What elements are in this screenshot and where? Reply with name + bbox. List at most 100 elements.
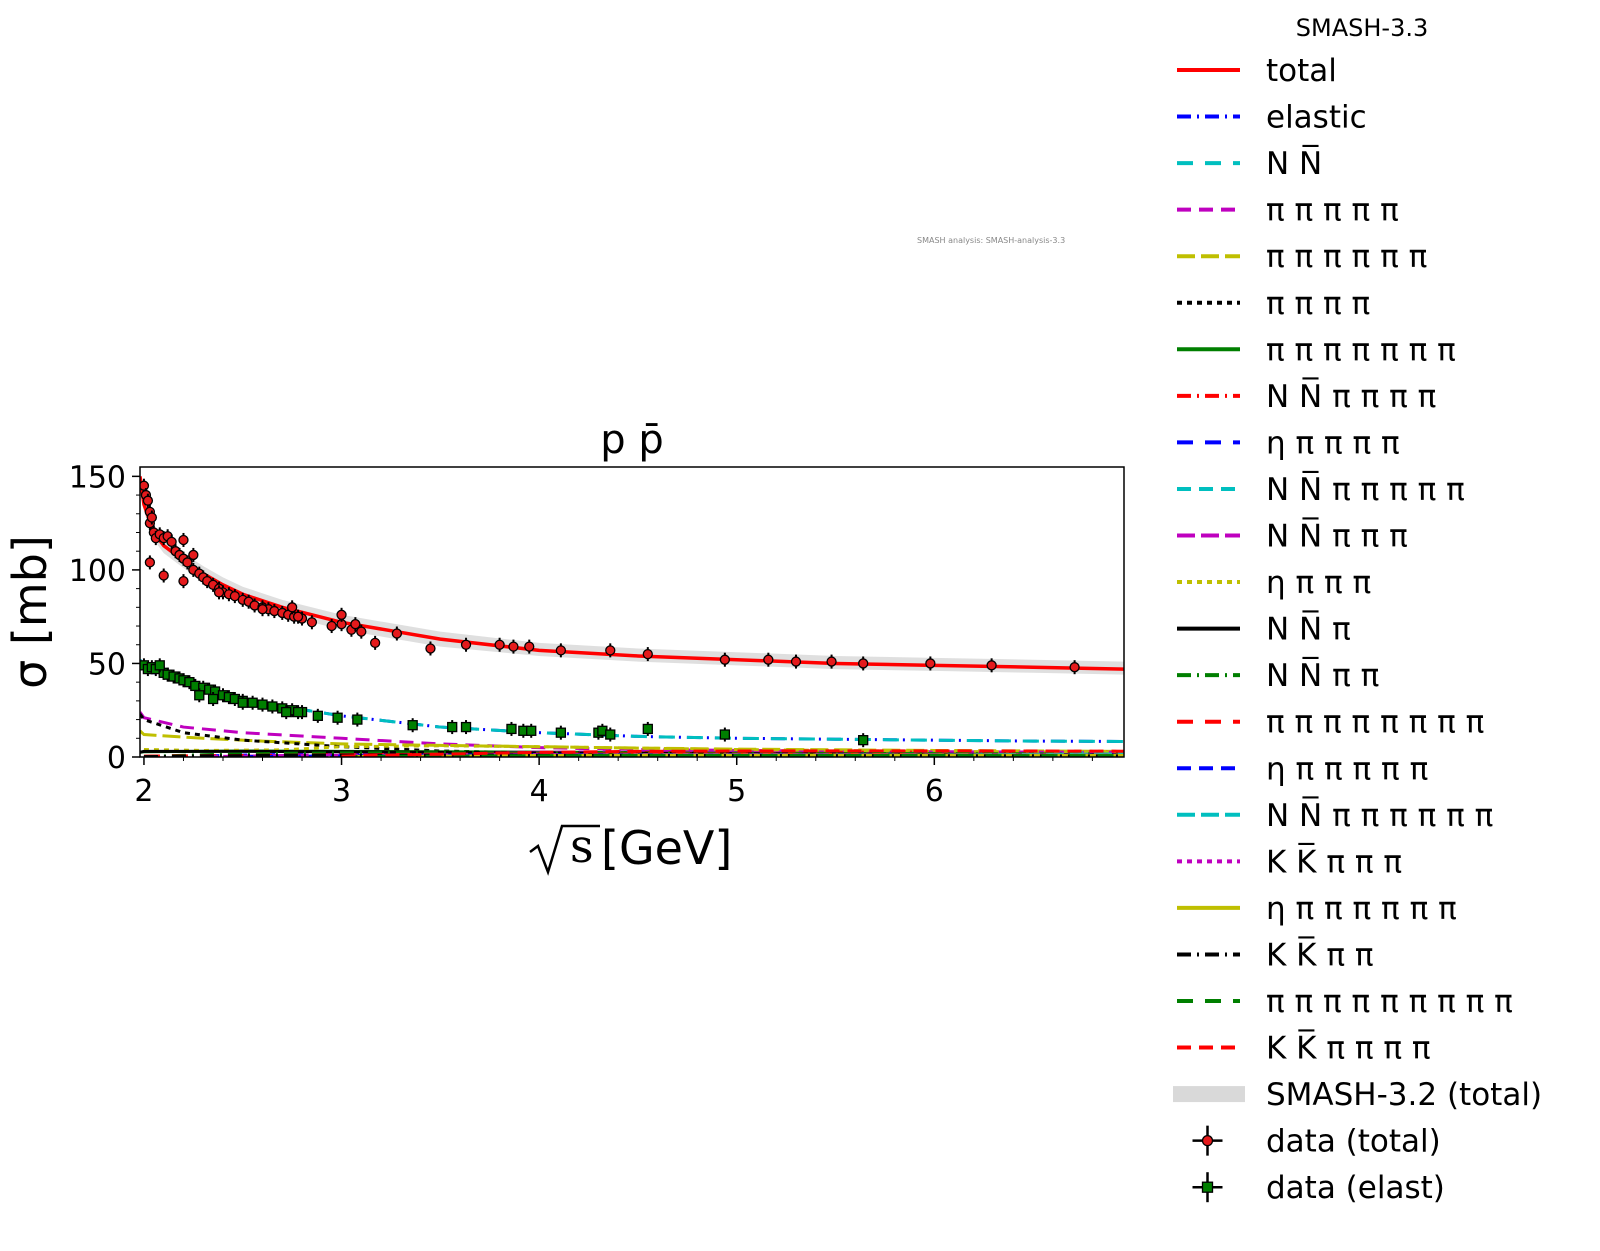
data-point-elastic: [447, 721, 458, 733]
legend-label: N N̅ π π π π π: [1266, 470, 1465, 508]
data-point-total: [858, 658, 869, 669]
y-tick-label: 150: [69, 460, 126, 495]
legend-label: N N̅ π π π π: [1266, 377, 1436, 415]
legend-entry: η π π π: [1177, 565, 1371, 601]
legend-entry: N N̅ π π π: [1177, 517, 1408, 555]
series-k-k-line: [143, 753, 1124, 757]
legend-entry: π π π π π π π: [1177, 332, 1456, 368]
data-point-elastic: [858, 735, 869, 746]
data-point-total: [369, 637, 381, 649]
data-point-elastic: [605, 729, 616, 740]
data-point-total: [146, 512, 158, 523]
legend-label: η π π π π: [1266, 425, 1400, 461]
data-point-total: [182, 557, 193, 568]
data-point-elastic: [719, 729, 731, 740]
legend-entry: π π π π π: [1177, 193, 1399, 229]
legend-entry: N N̅ π π π π π π: [1177, 796, 1493, 834]
y-tick-label: 100: [69, 554, 126, 589]
legend-marker-elastic: [1201, 1181, 1214, 1193]
legend-label: N N̅ π π: [1266, 657, 1379, 695]
legend-entry: data (total): [1192, 1124, 1441, 1160]
data-point-total: [425, 643, 436, 654]
legend-entry: η π π π π π π: [1177, 891, 1457, 927]
data-point-elastic: [267, 701, 278, 712]
band-layer: [140, 470, 1124, 675]
data-point-elastic: [154, 660, 165, 671]
legend-label: N N̅: [1266, 144, 1322, 182]
legend-entry: N N̅ π π π π: [1177, 377, 1436, 415]
axes-layer: 2 3 4 5 6 0 50 100 150: [69, 460, 1093, 809]
data-point-total: [763, 654, 774, 665]
legend-label: N N̅ π π π π π π: [1266, 796, 1493, 834]
legend-entry: elastic: [1177, 100, 1367, 136]
legend-label: N N̅ π π π: [1266, 517, 1408, 555]
legend-label: η π π π π π: [1266, 751, 1428, 787]
data-point-total: [925, 658, 936, 669]
data-point-total: [356, 626, 367, 637]
data-point-total: [391, 628, 403, 639]
data-point-elastic: [460, 721, 472, 733]
data-point-total: [642, 648, 653, 660]
legend-entry: π π π π π π π π: [1177, 705, 1484, 741]
legend-label: data (elast): [1266, 1170, 1445, 1206]
data-point-total: [494, 639, 505, 650]
series-n-n-line: [140, 659, 1124, 743]
x-tick-label: 6: [925, 774, 944, 809]
data-point-total: [144, 557, 156, 568]
data-point-total: [605, 645, 616, 656]
scatter-layer: [140, 478, 1080, 748]
legend-label: elastic: [1266, 100, 1367, 136]
legend-label: η π π π π π π: [1266, 891, 1457, 927]
legend-entry: N N̅: [1177, 144, 1322, 182]
x-tick-label: 3: [332, 774, 351, 809]
sqrt-symbol: [529, 824, 600, 876]
data-point-total: [986, 660, 997, 671]
data-point-total: [140, 480, 150, 491]
series-layer: [140, 476, 1124, 757]
data-point-total: [508, 641, 519, 652]
data-point-total: [213, 587, 225, 598]
legend-label: π π π π π π π π π: [1266, 984, 1513, 1020]
legend-entry: N N̅ π π: [1177, 657, 1379, 695]
data-point-total: [326, 620, 337, 632]
legend-entry: total: [1177, 53, 1337, 89]
x-tick-label: 4: [530, 774, 549, 809]
data-point-total: [257, 604, 268, 615]
data-point-elastic: [407, 720, 418, 731]
y-axis-label: σ [mb]: [3, 535, 57, 689]
legend-entry: K K̅ π π: [1177, 936, 1374, 973]
y-axis-label-text: σ [mb]: [3, 535, 57, 689]
legend-label: N N̅ π: [1266, 610, 1351, 648]
data-point-total: [790, 656, 802, 667]
data-point-elastic: [526, 725, 537, 736]
data-point-elastic: [194, 690, 205, 701]
legend-entry: K K̅ π π π π: [1177, 1029, 1431, 1067]
data-point-total: [719, 654, 731, 665]
legend-label: η π π π: [1266, 565, 1371, 601]
data-point-elastic: [506, 723, 517, 735]
data-point-total: [286, 602, 298, 613]
legend-label: π π π π π π: [1266, 239, 1427, 275]
data-point-total: [178, 575, 189, 587]
legend-swatch-band: [1173, 1086, 1245, 1103]
legend-entry: K K̅ π π π: [1177, 843, 1402, 880]
legend-label: π π π π π π π π: [1266, 705, 1484, 741]
y-tick-label: 0: [107, 741, 126, 776]
data-point-total: [524, 641, 535, 652]
x-axis-label-radicand: s: [570, 819, 594, 873]
legend-entry: η π π π π: [1177, 425, 1400, 461]
data-point-elastic: [642, 723, 653, 735]
data-point-total: [460, 639, 472, 650]
data-point-total: [306, 617, 318, 628]
legend-entry: π π π π π π π π π: [1177, 984, 1513, 1020]
data-point-total: [1069, 662, 1080, 673]
data-point-elastic: [207, 693, 219, 705]
watermark: SMASH analysis: SMASH-analysis-3.3: [917, 236, 1065, 245]
legend-entry: π π π π π π: [1177, 239, 1427, 275]
legend-label: data (total): [1266, 1124, 1441, 1160]
y-tick-label: 50: [88, 647, 126, 682]
series-total-line: [140, 476, 1124, 671]
x-axis-label-text: [GeV]: [601, 821, 732, 875]
